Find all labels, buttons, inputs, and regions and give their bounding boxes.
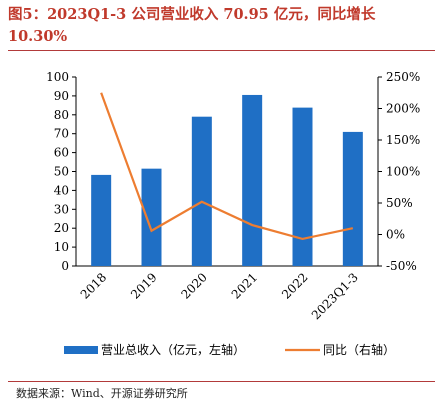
- x-tick-label: 2019: [128, 270, 159, 301]
- left-tick-label: 0: [61, 259, 69, 273]
- bar: [292, 107, 313, 266]
- left-tick-label: 60: [54, 146, 69, 160]
- right-tick-label: -50%: [386, 259, 417, 273]
- bar: [242, 94, 263, 266]
- right-tick-label: 200%: [386, 102, 420, 116]
- left-tick-label: 30: [54, 202, 69, 216]
- bar: [141, 168, 162, 266]
- x-tick-label: 2020: [178, 270, 209, 301]
- x-tick-label: 2018: [78, 270, 109, 301]
- x-tick-label: 2022: [279, 270, 310, 301]
- figure-title: 图5：2023Q1-3 公司营业收入 70.95 亿元，同比增长 10.30%: [8, 6, 376, 45]
- left-tick-label: 10: [54, 240, 69, 254]
- left-tick-label: 50: [54, 165, 69, 179]
- figure-source: 数据来源：Wind、开源证券研究所: [16, 387, 188, 400]
- right-tick-label: 250%: [386, 70, 420, 84]
- right-tick-label: 0%: [386, 228, 405, 242]
- title-rule: [8, 50, 435, 51]
- x-tick-label: 2021: [229, 270, 260, 301]
- left-tick-label: 100: [46, 70, 69, 84]
- left-tick-label: 80: [54, 108, 69, 122]
- bar: [191, 116, 212, 266]
- x-tick-label: 2023Q1-3: [309, 270, 361, 322]
- right-tick-label: 150%: [386, 133, 420, 147]
- source-rule: [8, 381, 435, 382]
- right-tick-label: 50%: [386, 196, 413, 210]
- left-tick-label: 90: [54, 89, 69, 103]
- right-tick-label: 100%: [386, 165, 420, 179]
- legend-bar-label: 营业总收入（亿元，左轴）: [101, 342, 245, 357]
- legend-line-label: 同比（右轴）: [323, 342, 395, 357]
- bar: [91, 174, 112, 266]
- left-tick-label: 40: [54, 183, 69, 197]
- legend-bar-swatch: [64, 346, 98, 354]
- growth-line: [100, 92, 354, 241]
- left-tick-label: 20: [54, 221, 69, 235]
- bar: [342, 131, 363, 266]
- left-tick-label: 70: [54, 127, 69, 141]
